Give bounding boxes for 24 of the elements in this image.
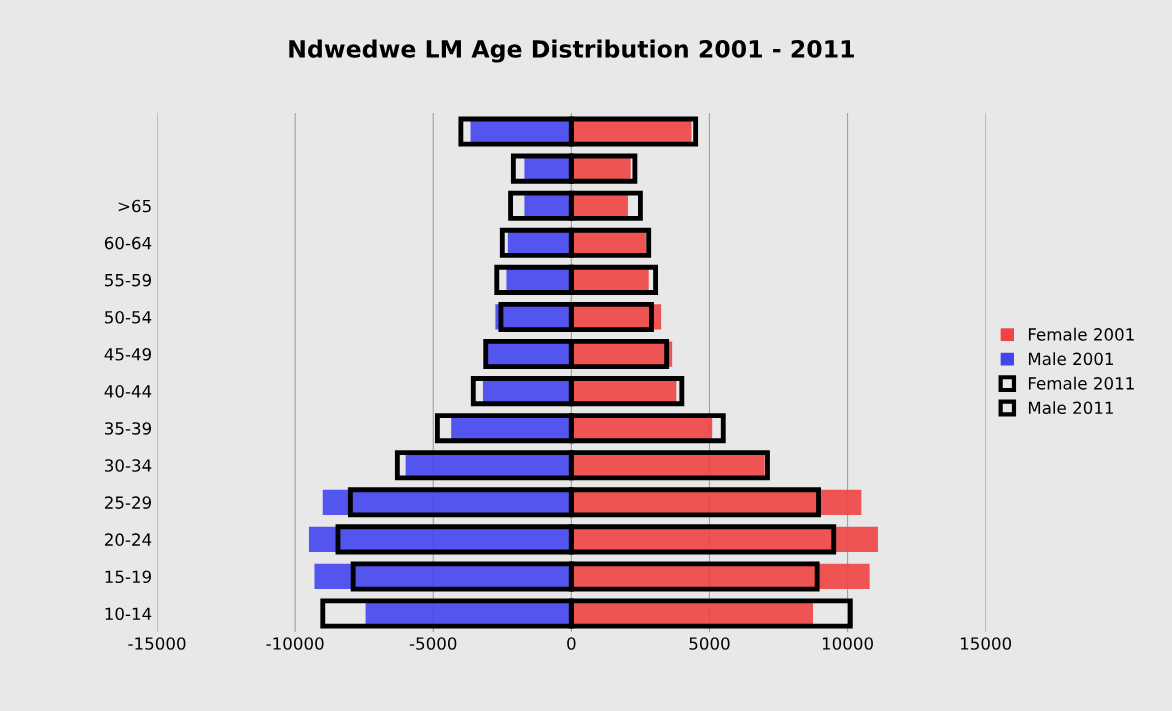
y-tick-label: 35-39 [105,422,152,435]
y-tick-label: 10-14 [105,607,152,621]
y-tick-label: 40-44 [104,385,152,398]
y-tick-label: 20-24 [104,533,152,546]
y-tick-label: 55-59 [105,273,152,287]
x-tick-label: 0 [567,637,576,650]
y-tick-label: 60-64 [104,236,152,250]
legend-label: Male 2001 [1028,352,1113,366]
x-tick-label: 10000 [822,637,873,650]
y-tick-label: 45-49 [104,347,152,361]
y-tick-label: 50-54 [105,310,152,324]
x-tick-label: 5000 [689,637,730,650]
chart-title: Ndwedwe LM Age Distribution 2001 - 2011 [289,39,854,63]
x-tick-label: -15000 [128,637,186,650]
y-tick-label: 25-29 [104,496,152,509]
legend-label: Female 2011 [1028,376,1134,390]
y-tick-label: 15-19 [105,570,152,584]
x-tick-label: -10000 [266,637,324,650]
x-tick-label: 15000 [960,637,1012,650]
legend-label: Male 2011 [1028,401,1113,415]
x-tick-label: -5000 [409,637,457,650]
y-tick-label: 30-34 [105,459,152,472]
y-tick-label: >65 [118,199,151,213]
legend-label: Female 2001 [1028,327,1134,341]
